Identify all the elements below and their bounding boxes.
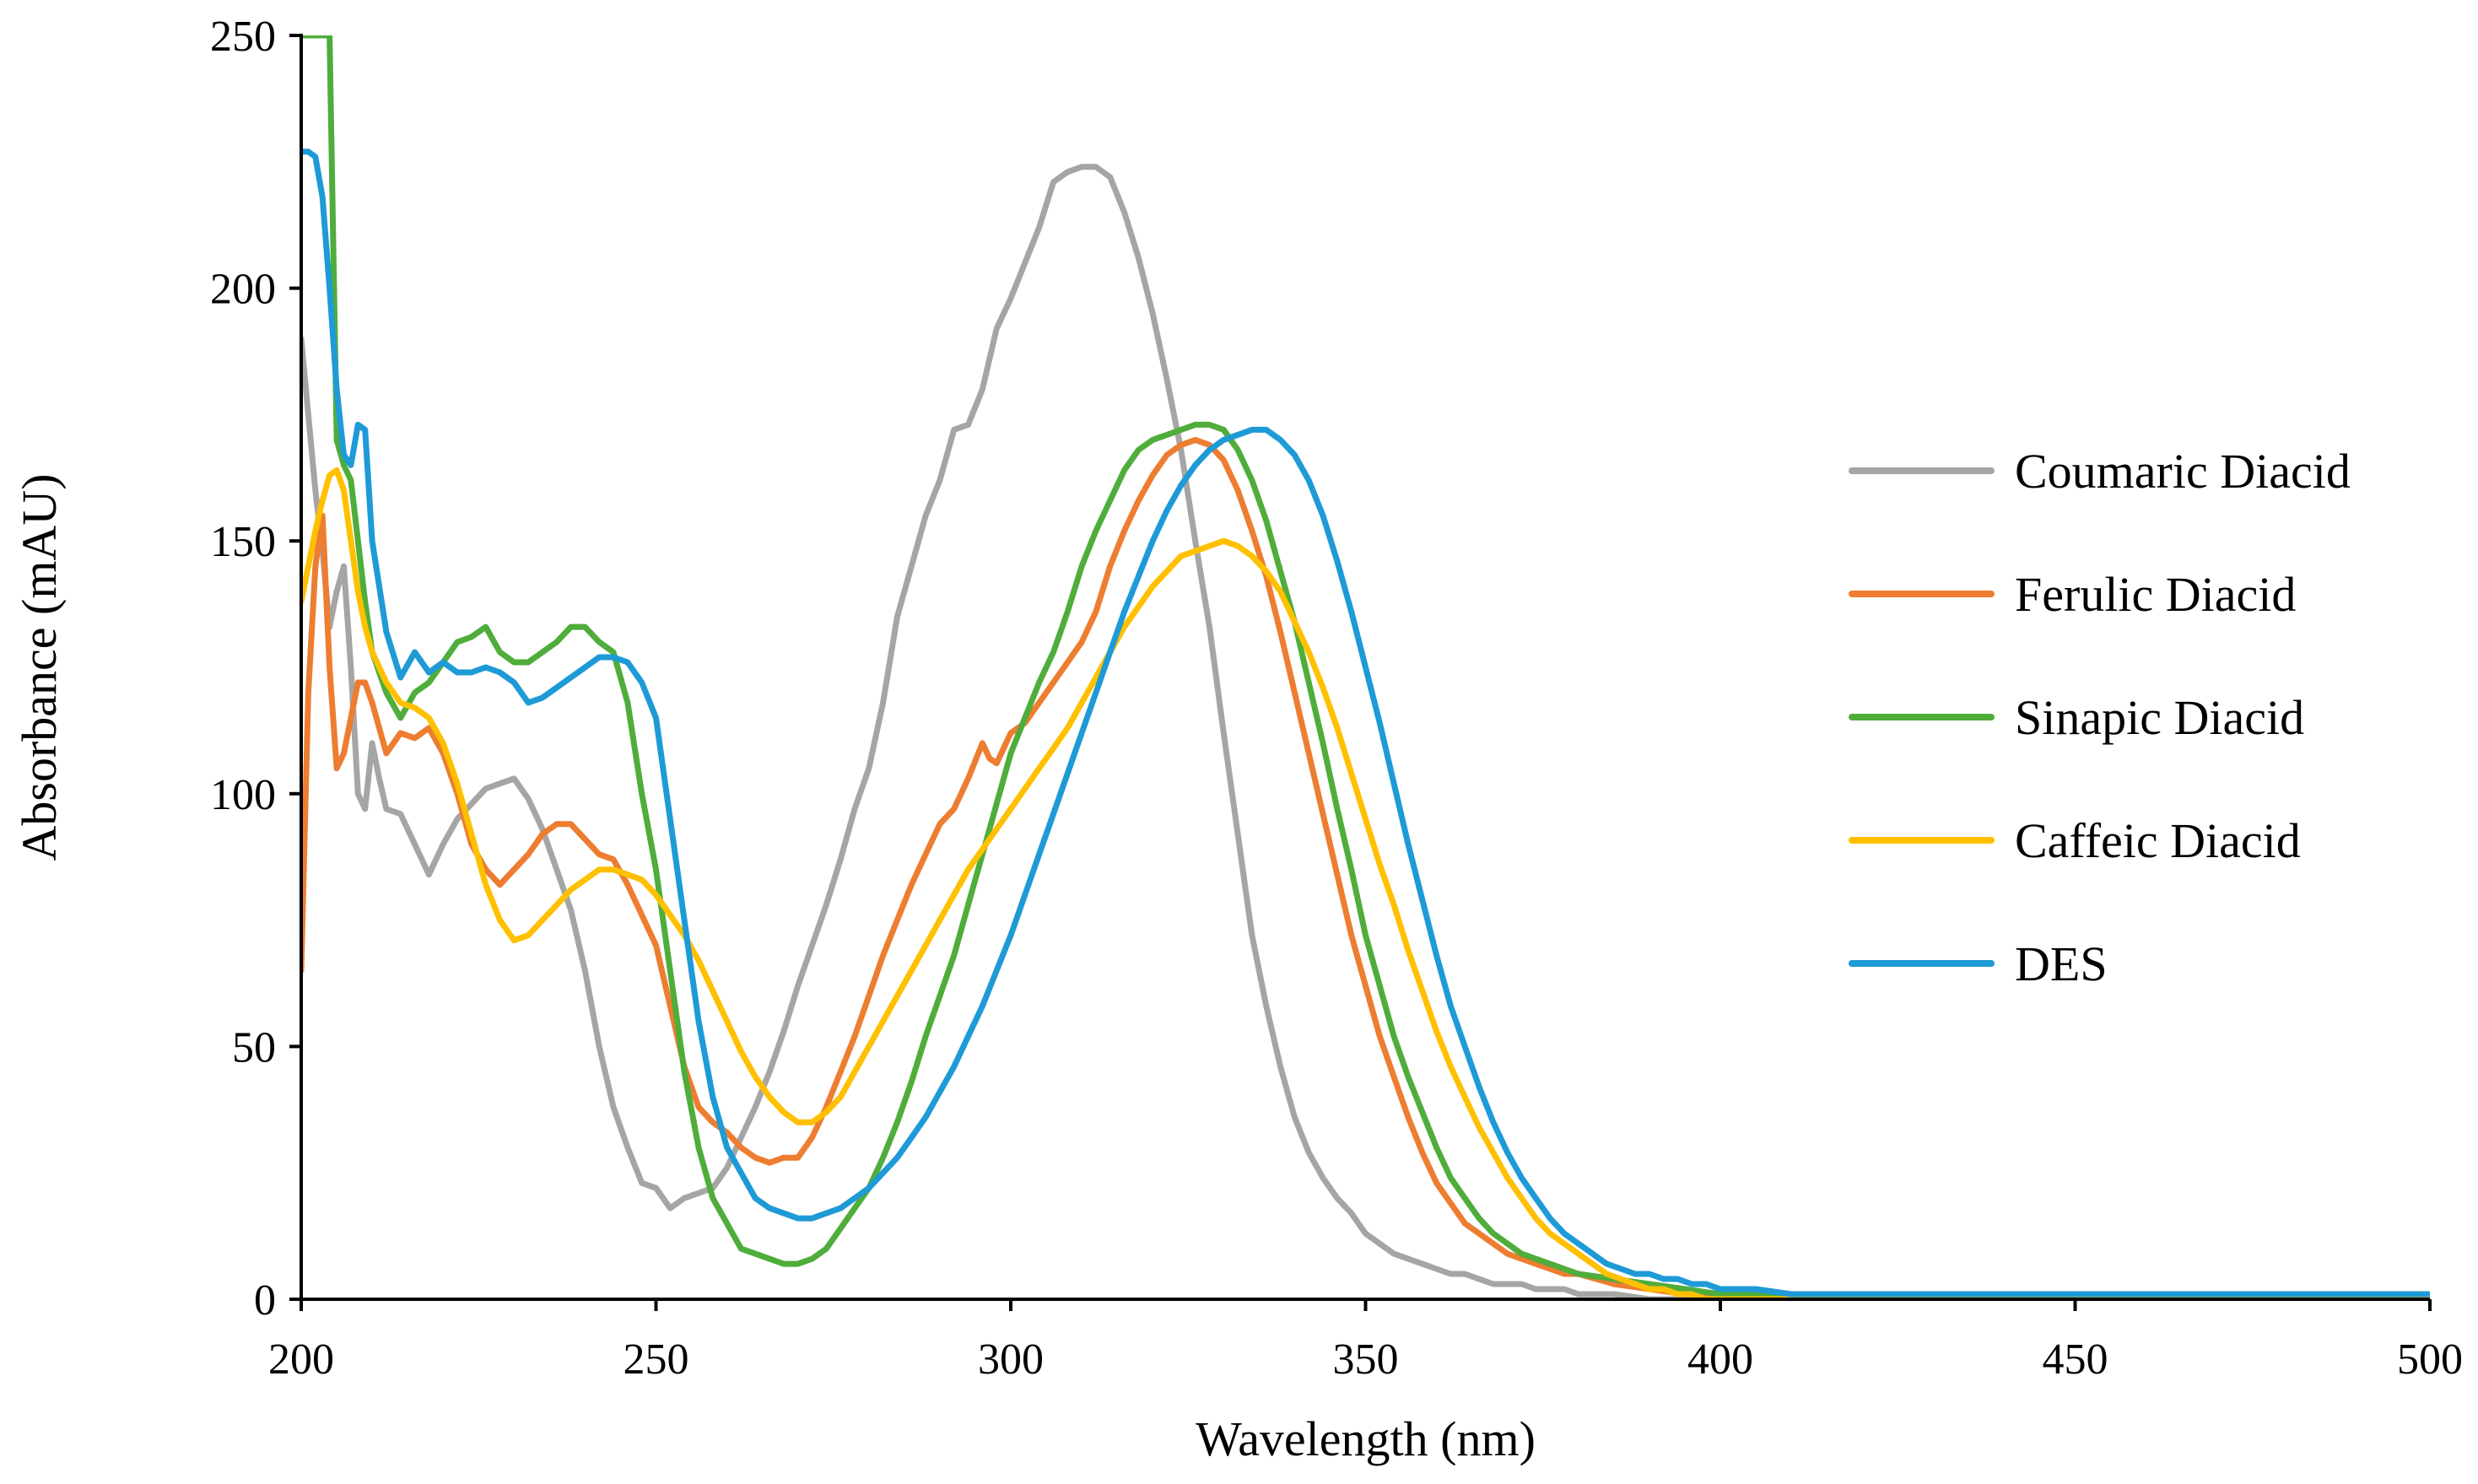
x-tick-label: 350	[1333, 1336, 1399, 1384]
x-tick-label: 250	[624, 1336, 689, 1384]
series-line-des	[301, 148, 2430, 1298]
x-tick-label: 200	[268, 1336, 334, 1384]
legend: Coumaric Diacid Ferulic Diacid Sinapic Dia…	[1849, 444, 2351, 991]
legend-label: Ferulic Diacid	[2015, 567, 2296, 622]
y-tick-label: 200	[210, 266, 276, 314]
legend-label: Coumaric Diacid	[2015, 444, 2351, 499]
y-axis-title: Absorbance (mAU)	[12, 473, 67, 861]
legend-label: Sinapic Diacid	[2015, 690, 2304, 745]
series-layer	[301, 35, 2430, 1299]
x-tick-label: 450	[2043, 1336, 2108, 1384]
y-tick-label: 0	[254, 1276, 276, 1325]
series-line-coumaric-diacid	[301, 164, 2430, 1299]
x-tick-label: 500	[2397, 1336, 2463, 1384]
ticks-layer: 0 50 100 150 200 250 200 250 300 350 400 450 500	[210, 13, 2463, 1384]
y-tick-label: 250	[210, 13, 276, 61]
series-line-caffeic-diacid	[301, 467, 2430, 1299]
x-tick-label: 300	[978, 1336, 1044, 1384]
legend-label: DES	[2015, 936, 2108, 991]
series-line-sinapic-diacid	[301, 35, 2430, 1299]
y-tick-label: 50	[232, 1023, 276, 1071]
x-tick-label: 400	[1687, 1336, 1753, 1384]
legend-label: Caffeic Diacid	[2015, 813, 2301, 868]
y-tick-label: 150	[210, 518, 276, 566]
y-tick-label: 100	[210, 771, 276, 819]
series-line-ferulic-diacid	[301, 436, 2430, 1299]
x-axis-title: Wavelength (nm)	[1196, 1411, 1536, 1466]
